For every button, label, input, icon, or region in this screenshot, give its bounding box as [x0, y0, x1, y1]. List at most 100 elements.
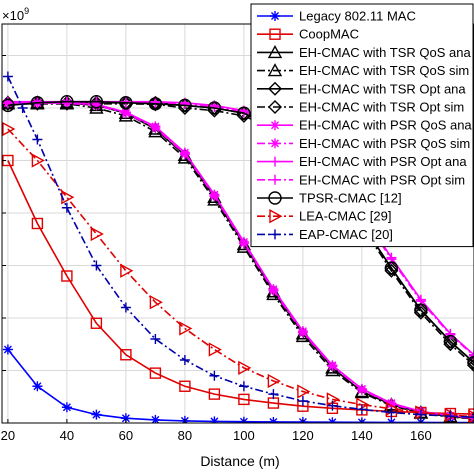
marker-asterisk — [209, 416, 220, 423]
marker-asterisk — [32, 381, 43, 392]
marker-triangle-right — [269, 209, 283, 224]
marker-asterisk — [386, 399, 397, 410]
marker-circle — [60, 94, 74, 109]
marker-asterisk — [2, 344, 13, 355]
marker-triangle-right — [149, 295, 163, 310]
legend-entry: EH-CMAC with PSR QoS sim — [257, 136, 470, 151]
y-multiplier-base: ×10 — [2, 8, 24, 23]
marker-asterisk — [356, 384, 367, 395]
marker-plus — [238, 381, 249, 392]
legend-entry: CoopMAC — [257, 27, 359, 42]
marker-asterisk — [179, 149, 190, 160]
marker-plus — [469, 349, 474, 360]
y-axis-multiplier: ×109 — [2, 6, 29, 23]
marker-plus — [179, 98, 190, 109]
marker-square — [269, 28, 281, 40]
legend-entry: EH-CMAC with TSR Opt sim — [257, 100, 464, 115]
marker-triangle-right — [267, 373, 281, 389]
marker-square — [90, 317, 103, 329]
marker-plus — [297, 395, 308, 406]
marker-asterisk — [268, 285, 279, 296]
series-line — [7, 76, 474, 418]
series-line — [7, 102, 474, 420]
marker-diamond — [59, 95, 74, 110]
marker-circle — [443, 334, 458, 349]
marker-plus — [415, 409, 426, 420]
marker-asterisk — [386, 417, 397, 423]
legend-label: Legacy 802.11 MAC — [299, 9, 416, 24]
marker-diamond — [443, 337, 458, 352]
marker-plus — [17, 103, 28, 113]
legend-label: TPSR-CMAC [12] — [299, 191, 402, 206]
marker-diamond — [413, 305, 428, 320]
marker-plus — [469, 412, 474, 423]
marker-plus — [91, 260, 102, 271]
marker-triangle-right — [120, 263, 134, 278]
x-tick-label: 40 — [60, 428, 74, 443]
series-line — [7, 100, 474, 364]
marker-diamond — [384, 263, 399, 278]
marker-triangle-right — [179, 321, 193, 336]
marker-plus — [270, 229, 280, 240]
x-axis-ticks: 20 40 60 80 100 120 140 160 — [1, 55, 432, 443]
marker-asterisk — [91, 409, 102, 420]
x-tick-label: 60 — [119, 428, 133, 443]
x-tick-label: 120 — [292, 428, 314, 443]
legend-entry: LEA-CMAC [29] — [257, 209, 391, 224]
marker-plus — [445, 411, 456, 422]
marker-circle — [30, 96, 45, 110]
marker-circle — [148, 97, 163, 111]
marker-asterisk — [120, 413, 131, 423]
marker-diamond — [467, 355, 474, 370]
legend-label: EH-CMAC with TSR QoS ana — [299, 45, 471, 60]
marker-circle — [414, 303, 428, 317]
marker-triangle — [267, 44, 283, 59]
marker-asterisk — [297, 327, 308, 338]
marker-triangle-right — [238, 360, 252, 376]
legend-entry: EH-CMAC with PSR Opt sim — [257, 172, 465, 187]
legend-label: EH-CMAC with PSR Opt ana — [299, 154, 467, 169]
marker-plus — [445, 329, 456, 340]
plot-frame — [1, 23, 474, 424]
series-line — [7, 128, 474, 418]
legend-label: EH-CMAC with TSR QoS sim — [299, 63, 469, 78]
marker-triangle-right — [31, 153, 45, 168]
marker-triangle-right — [90, 226, 104, 242]
marker-circle — [89, 94, 104, 109]
marker-square — [120, 349, 132, 361]
marker-plus — [120, 302, 131, 313]
marker-square — [61, 270, 73, 282]
marker-diamond — [268, 100, 282, 114]
legend-label: LEA-CMAC [29] — [299, 209, 391, 224]
marker-circle — [467, 355, 474, 370]
legend-entry: Legacy 802.11 MAC — [257, 9, 416, 24]
marker-circle — [119, 96, 133, 110]
marker-asterisk — [150, 414, 161, 423]
marker-square — [238, 393, 250, 406]
marker-asterisk — [268, 416, 279, 423]
marker-diamond — [268, 81, 282, 96]
x-tick-label: 140 — [351, 428, 373, 443]
marker-circle — [178, 98, 192, 113]
marker-square — [31, 217, 44, 230]
legend-label: EAP-CMAC [20] — [299, 227, 393, 242]
marker-plus — [356, 404, 367, 415]
legend-label: EH-CMAC with TSR Opt sim — [299, 100, 464, 115]
marker-plus — [32, 134, 43, 145]
legend-entry: EAP-CMAC [20] — [257, 227, 393, 242]
marker-asterisk — [270, 11, 280, 21]
marker-asterisk — [150, 122, 161, 133]
marker-asterisk — [327, 417, 338, 423]
marker-plus — [386, 407, 397, 418]
marker-diamond — [148, 95, 163, 110]
legend-entry: EH-CMAC with PSR Opt ana — [257, 154, 467, 169]
marker-triangle-right — [2, 121, 16, 137]
series-12 — [2, 71, 474, 423]
marker-square — [208, 388, 221, 400]
y-multiplier-exponent: 9 — [24, 6, 29, 16]
marker-plus — [150, 334, 161, 344]
marker-asterisk — [327, 361, 338, 372]
marker-triangle-right — [297, 384, 311, 399]
marker-plus — [469, 350, 474, 361]
series-line — [7, 160, 474, 415]
